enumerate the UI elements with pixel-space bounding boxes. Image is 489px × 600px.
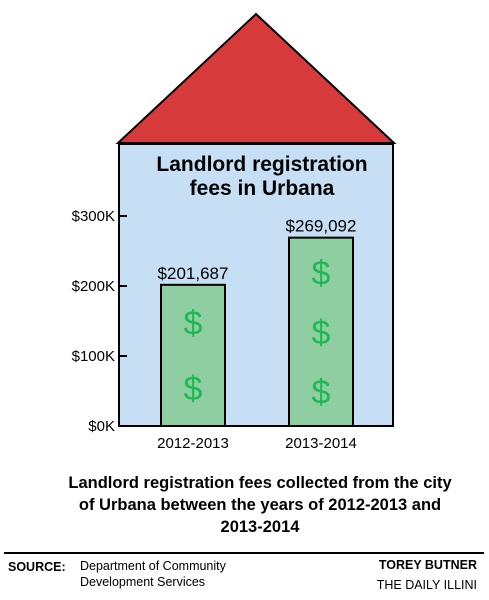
- y-tick-label: $0K: [88, 418, 115, 435]
- credit-publication: THE DAILY ILLINI: [376, 578, 477, 592]
- y-tick-label: $300K: [72, 208, 115, 225]
- dollar-icon: $: [312, 254, 331, 292]
- bar: [288, 236, 354, 427]
- y-tick-label: $100K: [72, 348, 115, 365]
- bar-value-label: $201,687: [158, 264, 229, 283]
- bar: [160, 283, 226, 427]
- dollar-icon: $: [312, 314, 331, 352]
- credit-name: TOREY BUTNER: [378, 558, 477, 572]
- chart-title-line-2: fees in Urbana: [190, 177, 335, 200]
- bar-value-label: $269,092: [286, 217, 357, 236]
- x-tick-label: 2012-2013: [157, 435, 229, 452]
- x-tick-label: 2013-2014: [285, 435, 357, 452]
- y-tick-label: $200K: [72, 278, 115, 295]
- footer-divider: [4, 552, 484, 554]
- dollar-icon: $: [184, 370, 203, 408]
- chart-title-line-1: Landlord registration: [156, 153, 367, 176]
- dollar-icon: $: [312, 373, 331, 411]
- chart-caption: Landlord registration fees collected fro…: [68, 474, 452, 536]
- x-axis: 2012-2013 2013-2014: [157, 435, 357, 452]
- house-roof: [115, 12, 397, 144]
- y-axis: $0K $100K $200K $300K: [72, 208, 127, 435]
- dollar-icon: $: [184, 305, 203, 343]
- chart: Landlord registration fees in Urbana $0K…: [72, 12, 397, 452]
- bars: $201,687 $ $ $269,092 $ $ $: [158, 217, 357, 427]
- source-text: Department of Community Development Serv…: [80, 559, 226, 589]
- source-label: SOURCE:: [8, 560, 66, 574]
